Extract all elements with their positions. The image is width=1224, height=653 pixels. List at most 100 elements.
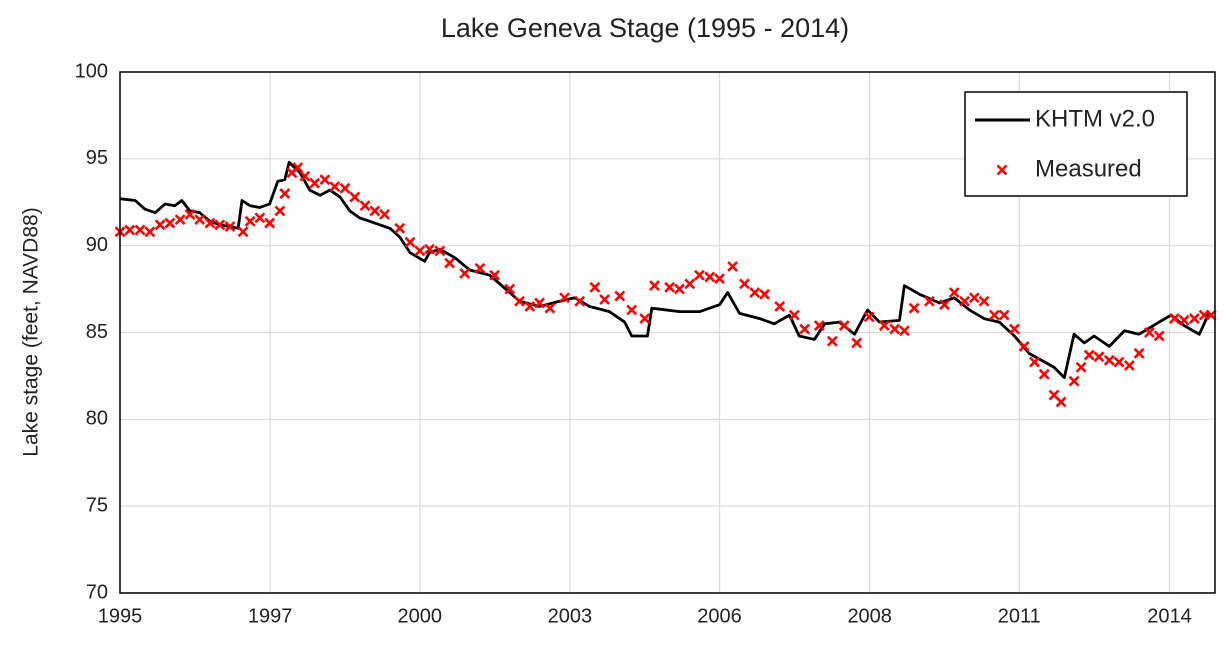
data-point [514, 295, 525, 307]
x-tick-label: 1997 [248, 605, 293, 627]
data-point [204, 217, 216, 229]
x-tick-label: 2003 [548, 605, 593, 627]
data-point [614, 290, 626, 302]
data-point [948, 287, 960, 298]
data-point [998, 309, 1010, 321]
data-point [524, 301, 536, 312]
data-point [359, 200, 371, 212]
data-point [434, 245, 446, 257]
y-tick-label: 90 [86, 234, 108, 256]
legend-label: KHTM v2.0 [1035, 105, 1155, 132]
data-point [1123, 360, 1135, 371]
data-point [237, 226, 249, 238]
data-point [154, 219, 166, 231]
data-point [264, 217, 276, 229]
data-point [959, 295, 970, 307]
data-point [988, 309, 1000, 321]
data-point [826, 335, 838, 347]
data-point [292, 162, 304, 173]
data-point [299, 170, 311, 182]
data-point [898, 325, 910, 337]
data-point [851, 337, 863, 349]
data-point [788, 309, 800, 321]
data-point [878, 320, 890, 331]
data-point [214, 219, 226, 231]
data-point [574, 295, 586, 307]
data-point [369, 205, 381, 217]
data-point [889, 323, 901, 335]
data-point [1103, 354, 1115, 366]
data-point [309, 177, 321, 189]
data-point [684, 278, 696, 290]
data-point [838, 320, 850, 331]
data-point [749, 287, 761, 298]
x-tick-label: 1995 [98, 605, 143, 627]
y-tick-label: 70 [86, 581, 108, 603]
data-point [1093, 351, 1105, 363]
legend: KHTM v2.0 Measured [964, 91, 1188, 197]
data-point [704, 271, 716, 283]
data-point [1075, 361, 1087, 373]
data-point [649, 280, 660, 292]
data-point [224, 221, 236, 232]
data-point [1205, 309, 1217, 321]
data-point [194, 214, 206, 226]
data-point [1055, 396, 1067, 408]
data-point [379, 208, 390, 220]
data-point [1143, 327, 1155, 338]
data-point [1178, 314, 1190, 326]
data-point [1188, 313, 1200, 325]
data-point [774, 301, 786, 312]
data-point [134, 224, 146, 236]
data-point [279, 188, 291, 199]
legend-box [964, 91, 1188, 197]
data-point [908, 302, 920, 314]
data-point [968, 292, 980, 304]
data-point [1168, 313, 1180, 325]
data-point [504, 283, 516, 295]
data-point [444, 257, 456, 269]
data-point [714, 273, 725, 285]
data-point [923, 295, 935, 307]
data-point [727, 261, 738, 272]
y-tick-label: 95 [86, 147, 108, 169]
data-point [534, 297, 545, 309]
legend-swatch [996, 164, 1008, 176]
data-point [144, 226, 156, 238]
data-point [559, 292, 570, 304]
data-point [599, 294, 611, 305]
plot-area [114, 160, 1217, 408]
legend-label: Measured [1035, 155, 1142, 182]
x-tick-label: 2008 [847, 605, 892, 627]
data-point [404, 236, 416, 248]
data-point [164, 217, 176, 229]
data-point [1009, 323, 1020, 335]
y-tick-label: 85 [86, 321, 108, 343]
data-point [124, 224, 136, 236]
data-point [1018, 340, 1030, 352]
data-point [319, 174, 331, 186]
data-point [813, 320, 825, 331]
data-point [474, 262, 486, 274]
data-point [863, 311, 875, 323]
x-tick-label: 2006 [697, 605, 742, 627]
data-point [739, 278, 750, 290]
data-point [174, 214, 186, 226]
x-tick-label: 2011 [998, 605, 1041, 627]
data-point [626, 304, 638, 316]
y-tick-label: 75 [86, 494, 108, 516]
data-point [1113, 356, 1125, 368]
data-point [414, 245, 426, 257]
data-point [424, 243, 435, 255]
data-point [759, 288, 770, 300]
data-point [254, 212, 266, 224]
chart-title: Lake Geneva Stage (1995 - 2014) [441, 13, 849, 43]
data-point [274, 205, 286, 217]
data-point [394, 222, 406, 234]
y-axis-label: Lake stage (feet, NAVD88) [20, 207, 43, 456]
data-point [1083, 349, 1095, 361]
data-point [459, 268, 471, 279]
data-point [329, 181, 341, 193]
data-point [939, 299, 950, 311]
